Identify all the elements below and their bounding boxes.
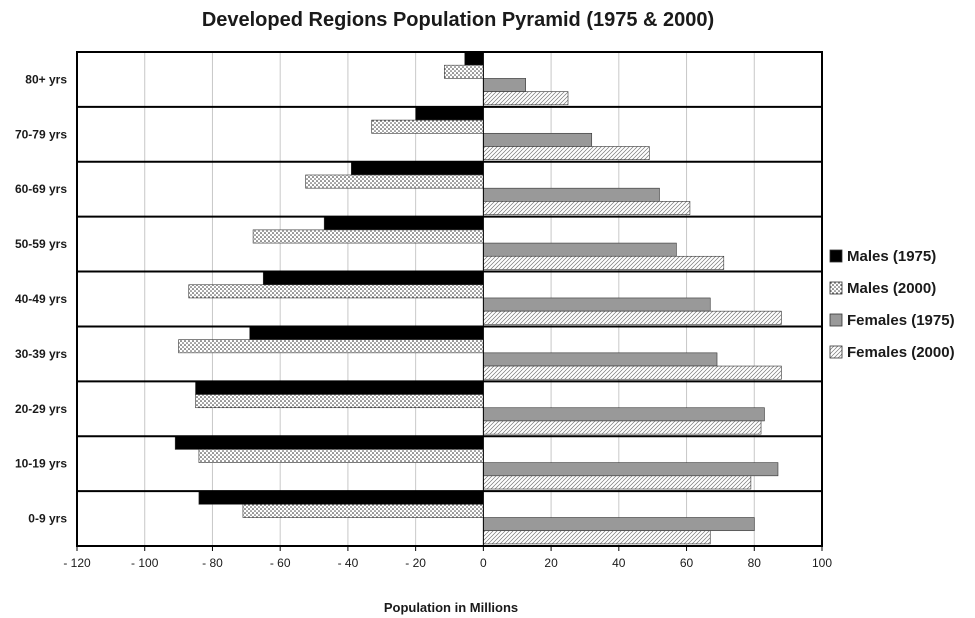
bars-layer	[174, 51, 782, 545]
x-tick-labels: - 120 - 100 - 80 - 60 - 40 - 20 0 20 40 60 80 100	[63, 556, 832, 570]
y-tick-label-0: 80+ yrs	[25, 72, 67, 86]
bar-females-1975-70-79-yrs	[483, 132, 593, 147]
bar-males-2000-30-39-yrs	[178, 339, 484, 354]
bar-males-2000-20-29-yrs	[195, 394, 484, 409]
x-tick-label-6: 0	[480, 556, 487, 570]
bar-males-1975-80-yrs	[464, 51, 484, 66]
bar-males-1975-0-9-yrs	[198, 490, 484, 505]
y-tick-label-1: 70-79 yrs	[15, 127, 67, 141]
x-tick-label-5: - 20	[405, 556, 426, 570]
x-tick-label-10: 80	[748, 556, 762, 570]
x-tick-label-3: - 60	[270, 556, 291, 570]
bar-males-2000-40-49-yrs	[188, 284, 484, 299]
x-tick-label-1: - 100	[131, 556, 159, 570]
y-tick-label-8: 0-9 yrs	[28, 512, 67, 526]
chart-title: Developed Regions Population Pyramid (19…	[202, 9, 714, 31]
legend-swatch-1	[829, 281, 843, 295]
x-tick-label-0: - 120	[63, 556, 91, 570]
y-tick-labels: 80+ yrs 70-79 yrs 60-69 yrs 50-59 yrs 40-49 …	[15, 72, 67, 525]
bar-females-2000-40-49-yrs	[483, 310, 782, 325]
x-tick-label-4: - 40	[338, 556, 359, 570]
x-tick-label-11: 100	[812, 556, 832, 570]
bar-males-1975-60-69-yrs	[350, 161, 484, 176]
legend-label-2: Females (1975)	[847, 312, 955, 329]
legend-label-3: Females (2000)	[847, 344, 955, 361]
plot-frame	[76, 51, 823, 547]
x-axis-label: Population in Millions	[384, 600, 518, 615]
bar-males-1975-40-49-yrs	[262, 271, 484, 286]
y-tick-label-3: 50-59 yrs	[15, 237, 67, 251]
bar-males-2000-60-69-yrs	[305, 174, 484, 189]
bar-males-1975-30-39-yrs	[249, 326, 484, 340]
bar-females-2000-0-9-yrs	[483, 530, 711, 545]
bar-females-1975-40-49-yrs	[483, 297, 711, 312]
y-tick-label-5: 30-39 yrs	[15, 347, 67, 361]
bar-females-2000-30-39-yrs	[483, 365, 782, 380]
bar-females-1975-30-39-yrs	[483, 352, 718, 367]
x-tick-label-2: - 80	[202, 556, 223, 570]
bar-males-2000-0-9-yrs	[242, 504, 484, 518]
legend-label-0: Males (1975)	[847, 248, 936, 265]
bar-males-1975-50-59-yrs	[323, 216, 484, 231]
bar-females-2000-80-yrs	[483, 91, 569, 106]
bar-females-1975-60-69-yrs	[483, 187, 660, 202]
bar-females-2000-20-29-yrs	[483, 420, 762, 435]
legend-swatch-2	[829, 313, 843, 327]
legend-swatch-3	[829, 345, 843, 359]
x-tick-label-8: 40	[612, 556, 626, 570]
bar-females-2000-70-79-yrs	[483, 146, 650, 160]
x-tick-label-9: 60	[680, 556, 694, 570]
bar-females-1975-0-9-yrs	[483, 517, 755, 532]
bar-males-2000-10-19-yrs	[198, 449, 484, 463]
bar-males-1975-70-79-yrs	[415, 106, 484, 121]
x-tick-label-7: 20	[544, 556, 558, 570]
legend-swatch-0	[829, 249, 843, 263]
bar-males-2000-80-yrs	[444, 64, 484, 79]
y-tick-label-6: 20-29 yrs	[15, 402, 67, 416]
bar-females-1975-10-19-yrs	[483, 462, 779, 477]
legend: Males (1975) Males (2000) Females (1975) Fe…	[829, 248, 955, 361]
bar-males-1975-20-29-yrs	[195, 381, 484, 395]
bar-males-2000-50-59-yrs	[252, 229, 484, 244]
bar-females-1975-20-29-yrs	[483, 407, 765, 422]
y-tick-label-2: 60-69 yrs	[15, 182, 67, 196]
bar-females-2000-10-19-yrs	[483, 475, 752, 490]
bar-females-1975-80-yrs	[483, 78, 526, 92]
bar-females-1975-50-59-yrs	[483, 242, 677, 257]
y-tick-label-7: 10-19 yrs	[15, 457, 67, 471]
frame-layer	[76, 51, 823, 551]
bar-males-2000-70-79-yrs	[371, 119, 484, 134]
bar-females-2000-60-69-yrs	[483, 201, 691, 215]
y-tick-label-4: 40-49 yrs	[15, 292, 67, 306]
legend-label-1: Males (2000)	[847, 280, 936, 297]
bar-males-1975-10-19-yrs	[174, 435, 484, 450]
bar-females-2000-50-59-yrs	[483, 255, 725, 270]
